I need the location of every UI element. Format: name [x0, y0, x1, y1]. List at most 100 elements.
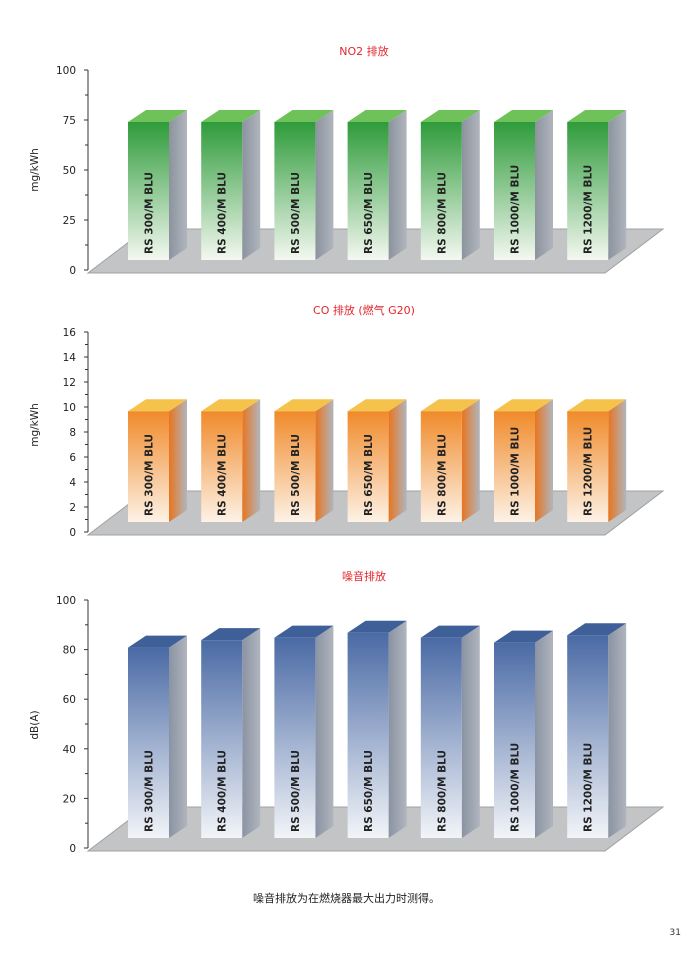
bar-side — [169, 110, 187, 260]
bar-label: RS 1000/M BLU — [510, 165, 522, 254]
bar-front — [420, 411, 462, 522]
bar-side — [388, 399, 407, 522]
bar-top — [494, 110, 553, 122]
bar-front — [128, 122, 169, 260]
bar-front — [128, 647, 169, 838]
bar-label: RS 1200/M BLU — [583, 743, 595, 832]
footnote: 噪音排放为在燃烧器最大出力时测得。 — [253, 892, 440, 905]
bar-side — [169, 635, 187, 838]
bar-side — [535, 630, 553, 838]
y-tick-label: 10 — [63, 402, 76, 414]
bar-side — [242, 399, 261, 522]
bar-top — [128, 399, 187, 412]
bar-side — [461, 110, 480, 260]
y-tick-label: 20 — [63, 793, 76, 805]
bar-front — [274, 411, 316, 522]
bar-label: RS 1200/M BLU — [583, 427, 595, 516]
bar-top — [347, 110, 407, 122]
bar-side — [461, 399, 480, 522]
bar-front — [274, 122, 316, 260]
bar-front — [128, 411, 169, 522]
bar-4: RS 650/M BLU — [347, 620, 407, 838]
bar-label: RS 400/M BLU — [217, 750, 229, 832]
y-tick-label: 2 — [69, 502, 76, 514]
bar-front — [494, 122, 535, 260]
y-tick-label: 4 — [69, 477, 76, 489]
bar-7: RS 1200/M BLU — [567, 623, 627, 838]
y-tick-label: 25 — [63, 215, 76, 227]
chart-title: NO2 排放 — [339, 44, 388, 58]
bar-3: RS 500/M BLU — [274, 625, 334, 838]
y-tick-label: 80 — [63, 645, 76, 657]
bar-front — [567, 411, 609, 522]
bar-front — [201, 411, 243, 522]
bar-side — [608, 623, 627, 838]
bar-label: RS 650/M BLU — [363, 172, 375, 254]
bar-label: RS 1000/M BLU — [510, 743, 522, 832]
bar-label: RS 1000/M BLU — [510, 427, 522, 516]
bar-top — [201, 399, 261, 412]
page-number: 31 — [669, 928, 681, 938]
bar-3: RS 500/M BLU — [274, 399, 334, 522]
bar-side — [242, 110, 261, 260]
bar-label: RS 500/M BLU — [290, 434, 302, 516]
y-axis-label: dB(A) — [29, 710, 41, 739]
bar-top — [347, 399, 407, 412]
bar-front — [347, 632, 389, 838]
bar-label: RS 1200/M BLU — [583, 165, 595, 254]
bar-label: RS 400/M BLU — [217, 172, 229, 254]
y-tick-label: 16 — [63, 327, 77, 339]
bar-front — [567, 122, 609, 260]
bar-top — [494, 630, 553, 643]
y-tick-label: 0 — [69, 265, 76, 277]
bar-label: RS 500/M BLU — [290, 172, 302, 254]
y-tick-label: 6 — [69, 452, 76, 464]
y-tick-label: 0 — [69, 843, 76, 855]
bar-3: RS 500/M BLU — [274, 110, 334, 260]
y-tick-label: 60 — [63, 694, 76, 706]
bar-side — [461, 625, 480, 838]
bar-label: RS 300/M BLU — [144, 434, 156, 516]
bar-top — [567, 623, 627, 636]
bar-1: RS 300/M BLU — [128, 110, 187, 260]
bar-4: RS 650/M BLU — [347, 399, 407, 522]
bar-side — [242, 628, 261, 838]
bar-label: RS 800/M BLU — [436, 750, 448, 832]
bar-top — [274, 399, 334, 412]
y-axis-label: mg/kWh — [29, 148, 41, 192]
bar-5: RS 800/M BLU — [420, 625, 480, 838]
bar-top — [128, 110, 187, 122]
bar-side — [608, 399, 627, 522]
bar-label: RS 300/M BLU — [144, 750, 156, 832]
bar-2: RS 400/M BLU — [201, 399, 261, 522]
bar-label: RS 650/M BLU — [363, 434, 375, 516]
y-tick-label: 0 — [69, 527, 76, 539]
bar-6: RS 1000/M BLU — [494, 630, 553, 838]
bar-front — [201, 122, 243, 260]
bar-front — [494, 411, 535, 522]
bar-top — [420, 399, 480, 412]
bar-5: RS 800/M BLU — [420, 399, 480, 522]
bar-top — [494, 399, 553, 412]
bar-side — [608, 110, 627, 260]
bar-6: RS 1000/M BLU — [494, 110, 553, 260]
bar-front — [567, 635, 609, 838]
bar-2: RS 400/M BLU — [201, 110, 261, 260]
bar-front — [274, 637, 316, 838]
bar-front — [420, 122, 462, 260]
bar-side — [315, 399, 334, 522]
bar-side — [535, 110, 553, 260]
y-tick-label: 75 — [63, 115, 76, 127]
chart-2: CO 排放 (燃气 G20) mg/kWh 0 2 4 6 8 10 12 14 16 RS 300/… — [29, 303, 665, 539]
bar-label: RS 500/M BLU — [290, 750, 302, 832]
bar-front — [201, 640, 243, 838]
bar-top — [274, 625, 334, 638]
bar-top — [274, 110, 334, 122]
bar-label: RS 800/M BLU — [436, 434, 448, 516]
y-tick-label: 12 — [63, 377, 76, 389]
bar-1: RS 300/M BLU — [128, 635, 187, 838]
bar-top — [347, 620, 407, 633]
bar-top — [567, 399, 627, 412]
y-tick-label: 100 — [56, 595, 76, 607]
